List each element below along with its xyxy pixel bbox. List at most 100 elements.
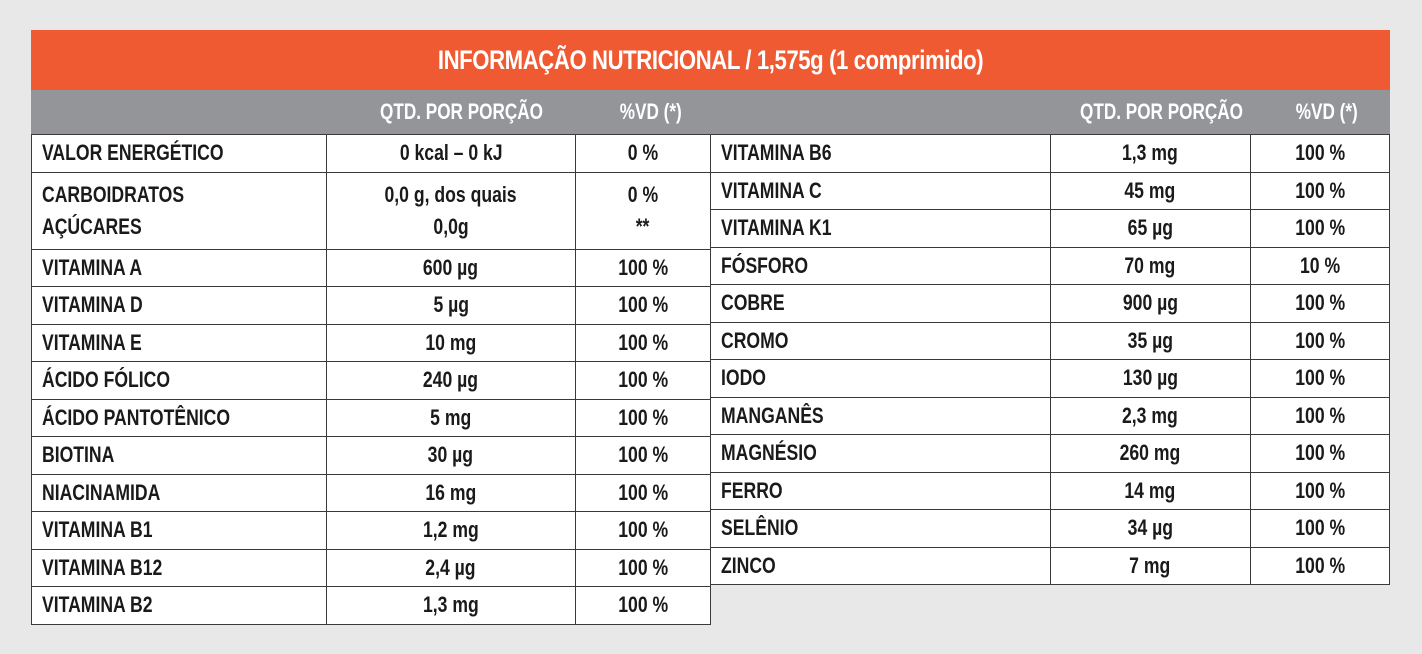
nutrient-name: IODO [710,359,1051,398]
nutrient-vd: 100 % [574,586,712,625]
nutrient-vd: 100 % [574,323,712,362]
nutrient-name-text: FERRO [721,477,783,503]
nutrient-vd: 100 % [574,248,712,287]
nutrient-name-text: SELÊNIO [721,515,799,541]
nutrient-qty: 600 µg [326,248,576,287]
nutrient-name: VITAMINA C [710,171,1051,210]
nutrient-vd-text: 100 % [1294,477,1345,503]
table-row: ÁCIDO PANTOTÊNICO 5 mg 100 % [30,398,712,437]
table-row: VITAMINA E 10 mg 100 % [30,323,712,362]
nutrient-qty: 10 mg [326,323,576,362]
nutrient-qty-text: 16 mg [425,479,477,505]
nutrient-vd-text: 100 % [1294,327,1345,353]
left-vd-header: %VD (*) [584,90,717,134]
table-row: VITAMINA C 45 mg 100 % [710,171,1391,210]
nutrition-title-bar: INFORMAÇÃO NUTRICIONAL / 1,575g (1 compr… [31,30,1390,90]
left-qty-header-label: QTD. POR PORÇÃO [379,99,544,124]
nutrient-name-text: FÓSFORO [721,252,809,278]
nutrient-vd-text: 100 % [617,592,668,618]
table-row: CROMO 35 µg 100 % [710,321,1391,360]
column-header-bar: QTD. POR PORÇÃO %VD (*) QTD. POR PORÇÃO … [31,90,1390,134]
nutrient-qty: 0,0 g, dos quais 0,0g [326,171,576,250]
nutrient-vd-text: 100 % [617,367,668,393]
left-vd-header-label: %VD (*) [619,99,682,124]
nutrient-name: ÁCIDO FÓLICO [30,361,328,400]
nutrient-qty-text: 14 mg [1124,477,1176,503]
nutrient-qty-line-1: 0,0 g, dos quais [384,181,517,207]
nutrient-vd-text: 100 % [1294,177,1345,203]
nutrient-name: FERRO [710,471,1051,510]
nutrient-vd-text: 100 % [617,442,668,468]
nutrient-vd-text: 100 % [617,254,668,280]
table-row: VALOR ENERGÉTICO 0 kcal – 0 kJ 0 % [30,134,712,173]
table-row: VITAMINA B2 1,3 mg 100 % [30,586,712,625]
nutrient-vd-text: 100 % [1294,440,1345,466]
nutrient-vd-text: 100 % [1294,215,1345,241]
left-qty-header: QTD. POR PORÇÃO [339,90,584,134]
nutrient-qty: 70 mg [1049,246,1251,285]
nutrient-qty-text: 0 kcal – 0 kJ [399,140,503,166]
nutrient-qty: 130 µg [1049,359,1251,398]
nutrient-qty-text: 900 µg [1122,290,1178,316]
nutrient-vd: 100 % [1249,509,1391,548]
nutrient-name: VALOR ENERGÉTICO [30,134,328,173]
nutrient-name: CROMO [710,321,1051,360]
nutrient-qty-text: 5 mg [430,404,472,430]
table-row: CARBOIDRATOS AÇÚCARES 0,0 g, dos quais 0,0g… [30,171,712,250]
nutrient-name-text: BIOTINA [42,442,115,468]
table-row: VITAMINA B12 2,4 µg 100 % [30,548,712,587]
nutrient-vd: 100 % [574,398,712,437]
right-qty-header-label: QTD. POR PORÇÃO [1079,99,1244,124]
right-nutrient-table: VITAMINA B6 1,3 mg 100 % VITAMINA C 45 mg 100… [710,134,1391,585]
nutrient-qty-line-2: 0,0g [433,213,469,239]
nutrient-vd: 100 % [574,286,712,325]
table-row: FERRO 14 mg 100 % [710,471,1391,510]
nutrient-qty: 30 µg [326,436,576,475]
nutrient-vd-line-2: ** [635,213,650,239]
table-row: VITAMINA A 600 µg 100 % [30,248,712,287]
left-nutrient-table: VALOR ENERGÉTICO 0 kcal – 0 kJ 0 % CARBOIDR… [30,134,712,625]
table-row: IODO 130 µg 100 % [710,359,1391,398]
nutrient-name-text: MANGANÊS [721,402,824,428]
nutrient-qty: 260 mg [1049,434,1251,473]
table-row: BIOTINA 30 µg 100 % [30,436,712,475]
nutrient-name: NIACINAMIDA [30,473,328,512]
nutrient-name-text: ZINCO [721,552,776,578]
nutrient-qty-text: 45 mg [1124,177,1176,203]
table-row: FÓSFORO 70 mg 10 % [710,246,1391,285]
nutrient-qty: 35 µg [1049,321,1251,360]
nutrient-name-text: COBRE [721,290,785,316]
nutrient-name-text: VITAMINA B6 [721,140,832,166]
nutrient-name: VITAMINA B1 [30,511,328,550]
nutrient-vd: 100 % [574,548,712,587]
nutrient-qty: 2,4 µg [326,548,576,587]
nutrient-vd: 100 % [1249,359,1391,398]
table-row: MAGNÉSIO 260 mg 100 % [710,434,1391,473]
nutrient-name-text: VITAMINA B1 [42,517,153,543]
nutrient-vd-text: 100 % [1294,290,1345,316]
nutrient-name: VITAMINA E [30,323,328,362]
right-qty-header: QTD. POR PORÇÃO [1057,90,1257,134]
nutrient-qty-text: 1,3 mg [1122,140,1178,166]
nutrient-vd-text: 100 % [617,329,668,355]
nutrient-vd: 100 % [1249,471,1391,510]
nutrient-name: MAGNÉSIO [710,434,1051,473]
nutrient-name: SELÊNIO [710,509,1051,548]
nutrient-qty-text: 5 µg [433,292,469,318]
nutrient-qty-text: 65 µg [1127,215,1173,241]
nutrient-name-text: VITAMINA E [42,329,142,355]
table-row: ÁCIDO FÓLICO 240 µg 100 % [30,361,712,400]
right-vd-header-label: %VD (*) [1295,99,1358,124]
table-row: NIACINAMIDA 16 mg 100 % [30,473,712,512]
nutrient-name-line-1: CARBOIDRATOS [42,181,185,207]
table-row: VITAMINA K1 65 µg 100 % [710,209,1391,248]
nutrient-name: VITAMINA A [30,248,328,287]
table-row: ZINCO 7 mg 100 % [710,546,1391,585]
nutrient-qty-text: 2,3 mg [1122,402,1178,428]
nutrient-name-text: NIACINAMIDA [42,479,161,505]
nutrient-name-text: VITAMINA B2 [42,592,153,618]
nutrient-vd: 100 % [574,473,712,512]
nutrient-vd: 100 % [1249,171,1391,210]
nutrient-vd: 100 % [1249,321,1391,360]
nutrient-qty: 1,2 mg [326,511,576,550]
